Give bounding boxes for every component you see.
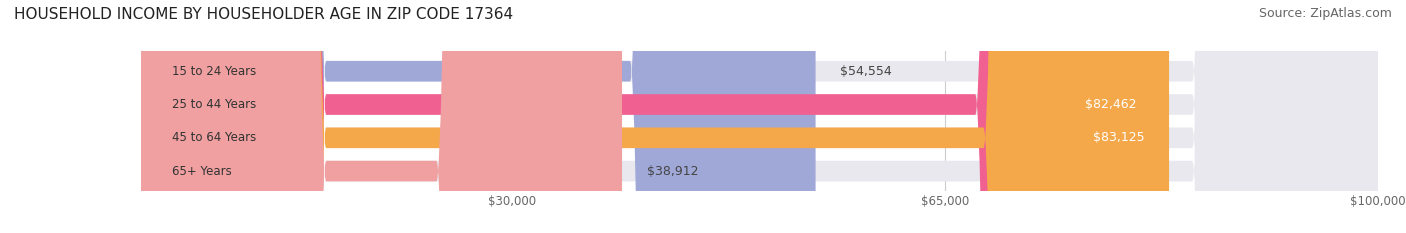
Text: HOUSEHOLD INCOME BY HOUSEHOLDER AGE IN ZIP CODE 17364: HOUSEHOLD INCOME BY HOUSEHOLDER AGE IN Z…: [14, 7, 513, 22]
FancyBboxPatch shape: [141, 0, 621, 233]
FancyBboxPatch shape: [141, 0, 1378, 233]
Text: 45 to 64 Years: 45 to 64 Years: [172, 131, 256, 144]
FancyBboxPatch shape: [141, 0, 815, 233]
Text: $38,912: $38,912: [647, 164, 699, 178]
FancyBboxPatch shape: [141, 0, 1170, 233]
Text: 15 to 24 Years: 15 to 24 Years: [172, 65, 256, 78]
Text: $82,462: $82,462: [1084, 98, 1136, 111]
Text: Source: ZipAtlas.com: Source: ZipAtlas.com: [1258, 7, 1392, 20]
Text: $83,125: $83,125: [1092, 131, 1144, 144]
FancyBboxPatch shape: [141, 0, 1161, 233]
Text: 65+ Years: 65+ Years: [172, 164, 231, 178]
FancyBboxPatch shape: [141, 0, 1378, 233]
FancyBboxPatch shape: [141, 0, 1378, 233]
Text: 25 to 44 Years: 25 to 44 Years: [172, 98, 256, 111]
FancyBboxPatch shape: [141, 0, 1378, 233]
Text: $54,554: $54,554: [841, 65, 891, 78]
